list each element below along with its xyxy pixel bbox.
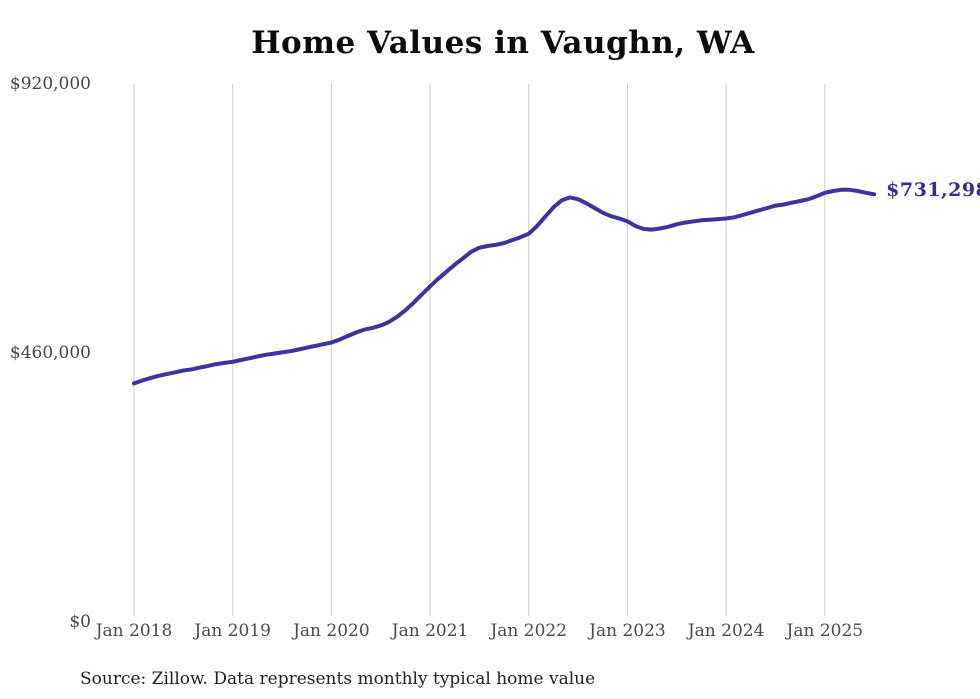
- source-note: Source: Zillow. Data represents monthly …: [80, 669, 596, 689]
- current-value-label: $731,298: [886, 179, 980, 202]
- x-tick-label: Jan 2023: [589, 621, 666, 641]
- home-value-line: [132, 187, 877, 386]
- y-tick-label: $0: [69, 611, 91, 632]
- x-tick-label: Jan 2024: [687, 621, 765, 641]
- x-tick-label: Jan 2020: [293, 621, 370, 641]
- y-tick-label: $920,000: [9, 73, 91, 94]
- x-tick-label: Jan 2025: [786, 621, 864, 641]
- x-tick-label: Jan 2021: [391, 621, 469, 641]
- x-tick-label: Jan 2019: [194, 621, 271, 641]
- x-tick-label: Jan 2022: [490, 621, 568, 641]
- y-tick-label: $460,000: [9, 342, 91, 363]
- chart-title: Home Values in Vaughn, WA: [251, 25, 755, 61]
- x-tick-label: Jan 2018: [95, 621, 173, 641]
- gridlines: [133, 84, 826, 616]
